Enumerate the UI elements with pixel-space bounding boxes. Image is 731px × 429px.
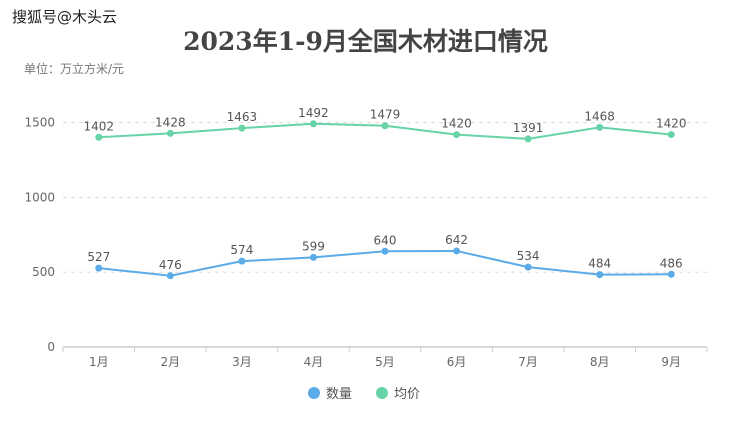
x-tick-label: 7月: [518, 355, 538, 369]
x-tick-label: 5月: [375, 355, 395, 369]
y-tick-label: 500: [32, 265, 55, 279]
x-tick-label: 6月: [447, 355, 467, 369]
data-point: [524, 135, 532, 143]
data-label: 484: [588, 257, 611, 271]
data-label: 1420: [441, 117, 472, 131]
data-label: 1391: [513, 121, 544, 135]
data-label: 599: [302, 239, 325, 253]
x-tick-label: 3月: [232, 355, 252, 369]
data-point: [667, 270, 675, 278]
data-point: [309, 120, 317, 128]
x-tick-label: 2月: [161, 355, 181, 369]
data-point: [381, 247, 389, 255]
data-label: 1420: [656, 117, 687, 131]
data-label: 1479: [370, 108, 401, 122]
legend-marker[interactable]: [308, 387, 320, 399]
data-label: 1463: [227, 110, 258, 124]
data-label: 574: [230, 243, 253, 257]
data-point: [238, 124, 246, 132]
watermark: 搜狐号@木头云: [12, 8, 118, 26]
data-point: [166, 129, 174, 137]
data-label: 476: [159, 258, 182, 272]
data-label: 1428: [155, 115, 186, 129]
data-label: 1468: [584, 109, 615, 123]
x-tick-label: 8月: [590, 355, 610, 369]
legend-label[interactable]: 数量: [326, 387, 352, 402]
data-label: 642: [445, 233, 468, 247]
legend-marker[interactable]: [376, 387, 388, 399]
data-label: 1402: [84, 119, 115, 133]
data-point: [95, 133, 103, 141]
x-tick-label: 4月: [304, 355, 324, 369]
data-point: [238, 257, 246, 265]
data-point: [453, 131, 461, 139]
data-point: [309, 253, 317, 261]
data-point: [95, 264, 103, 272]
data-point: [596, 271, 604, 279]
y-tick-label: 1000: [24, 190, 55, 204]
chart-title: 2023年1-9月全国木材进口情况: [183, 27, 548, 56]
data-label: 486: [660, 256, 683, 270]
x-tick-label: 9月: [661, 355, 681, 369]
data-label: 527: [87, 250, 110, 264]
data-point: [381, 122, 389, 130]
data-point: [667, 131, 675, 139]
y-tick-label: 1500: [24, 116, 55, 130]
y-tick-label: 0: [47, 340, 55, 354]
data-point: [524, 263, 532, 271]
data-label: 534: [517, 249, 540, 263]
data-point: [166, 272, 174, 280]
unit-label: 单位：万立方米/元: [24, 62, 125, 76]
data-label: 640: [374, 233, 397, 247]
data-point: [596, 123, 604, 131]
data-label: 1492: [298, 106, 329, 120]
data-point: [453, 247, 461, 255]
legend-label[interactable]: 均价: [394, 387, 420, 402]
x-tick-label: 1月: [89, 355, 109, 369]
